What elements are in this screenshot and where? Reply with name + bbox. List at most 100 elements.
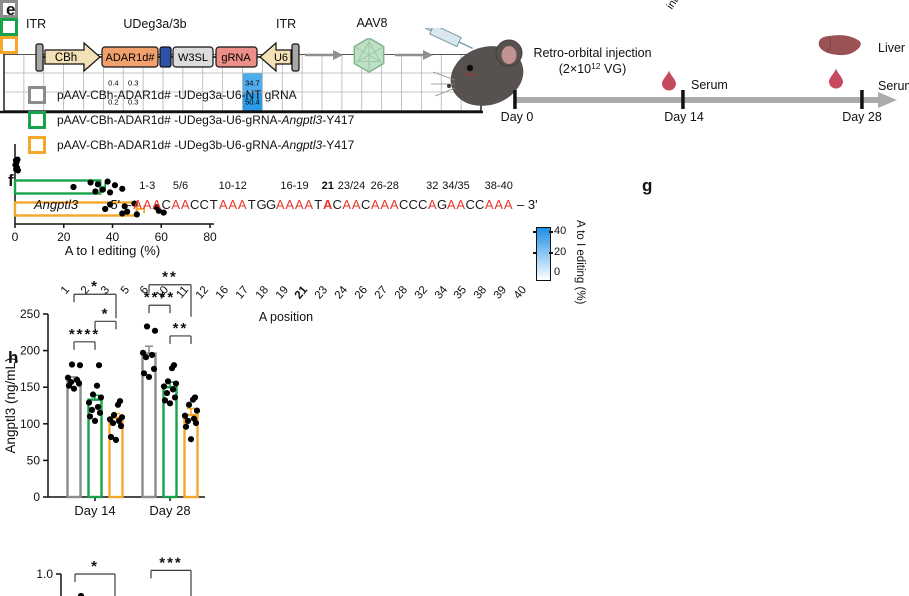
seq-char-5: A — [171, 197, 181, 212]
y-tick-label: 250 — [20, 307, 40, 321]
heatmap-cell-value: 0.3 — [128, 97, 138, 106]
heatmap-row-marker-gray — [0, 0, 18, 18]
a-position-group-label: 34/35 — [442, 180, 470, 192]
heatmap-grid: 0.4 0.3 34.7 0.2 0.3 50.4 — [0, 54, 487, 117]
a-position-group-label: 26-28 — [370, 180, 399, 192]
x-axis-title: A to I editing (%) — [65, 243, 160, 258]
seq-char-14: G — [256, 197, 267, 212]
heatmap-col-label-23: 23 — [313, 284, 331, 302]
a-position-group-label: 38-40 — [484, 180, 513, 192]
legend-text: pAAV-CBh-ADAR1d# -UDeg3b-U6-gRNA- — [57, 138, 282, 152]
seq-char-11: A — [228, 197, 238, 212]
dots-green — [85, 362, 105, 424]
dose-exponent: 12 — [591, 61, 601, 71]
heatmap-cell-value: 0.3 — [128, 78, 138, 87]
dots-orange — [181, 394, 201, 443]
seq-char-6: A — [180, 197, 190, 212]
panel-letter-h: h — [8, 348, 19, 367]
colorbar-tick — [533, 231, 537, 233]
seq-char-33: G — [437, 197, 448, 212]
seq-char-10: A — [218, 197, 228, 212]
x-tick-label: 60 — [155, 230, 169, 244]
tick-day0 — [513, 90, 517, 109]
sig-bracket — [73, 293, 117, 319]
w3sl-box — [172, 46, 214, 68]
legend-text-post: -Y417 — [322, 113, 355, 127]
tick-day28 — [860, 90, 864, 109]
seq-char-12: A — [237, 197, 247, 212]
legend-item-udeg3a: pAAV-CBh-ADAR1d# -UDeg3a-U6-gRNA-Angptl3… — [28, 111, 354, 129]
tick-day14 — [681, 90, 685, 109]
gene-name-label: Angptl3 — [34, 197, 79, 212]
heatmap-cells: 0.4 0.3 34.7 0.2 0.3 50.4 — [108, 73, 263, 111]
dose-post: VG) — [600, 62, 627, 76]
seq-char-25: C — [361, 197, 371, 212]
heatmap-col-label-16: 16 — [213, 284, 232, 302]
seq-char-19: A — [304, 197, 314, 212]
x-tick-label: 20 — [57, 230, 71, 244]
legend-swatch-orange — [28, 136, 46, 154]
a-position-group-label: 32 — [426, 180, 439, 192]
y-tick-label: 50 — [27, 453, 41, 467]
timeline-day28-label: Day 28 — [842, 110, 882, 124]
serum-day14-label: Serum — [691, 78, 728, 92]
seq-char-31: C — [418, 197, 428, 212]
udeg-degron-box — [159, 46, 172, 68]
legend-gene-italic: Angptl3 — [281, 113, 323, 127]
sig-bracket — [148, 284, 192, 317]
seq-char-1: A — [133, 197, 143, 212]
y-tick-label: 0 — [33, 490, 40, 504]
u6-label: U6 — [274, 52, 288, 64]
cbh-promoter-arrow — [44, 41, 101, 73]
seq-char-9: T — [209, 197, 218, 212]
seq-char-27: A — [380, 197, 390, 212]
cbh-label: CBh — [55, 52, 77, 64]
seq-char-20: T — [314, 197, 323, 212]
seq-char-34: A — [446, 197, 456, 212]
itr-right-label: ITR — [276, 17, 297, 31]
bar-gray — [66, 380, 82, 499]
sig-stars: * — [91, 558, 99, 575]
sig-bracket — [150, 569, 192, 596]
seq-char-38: A — [484, 197, 494, 212]
panel-letter-f: f — [8, 171, 14, 190]
sig-stars: *** — [159, 554, 183, 571]
heatmap-col-label-27: 27 — [372, 284, 391, 302]
heatmap-x-axis-title: A position — [258, 310, 314, 324]
sig-stars: **** — [144, 289, 175, 306]
seq-char-17: A — [285, 197, 295, 212]
heatmap-row-marker-green — [0, 18, 18, 36]
colorbar-tick-40: 40 — [554, 225, 567, 237]
heatmap-col-label-21: 21 — [293, 284, 311, 302]
serum-drop-icon-day14 — [662, 70, 676, 91]
seq-char-36: C — [465, 197, 475, 212]
legend-swatch-gray — [28, 86, 46, 104]
group-label: Day 28 — [149, 503, 190, 518]
heatmap-col-label-24: 24 — [332, 284, 351, 302]
heatmap-col-label-19: 19 — [273, 284, 291, 302]
serum-day28-label: Serum — [878, 79, 909, 93]
chart-h-angptl3: 0 50 100 150 200 250 Day 14 Day 28 **** * * ** **** *… — [0, 267, 210, 527]
legend-item-nt-grna: pAAV-CBh-ADAR1d# -UDeg3a-U6-NT gRNA — [28, 86, 297, 104]
heatmap-col-label-38: 38 — [472, 284, 490, 302]
a-position-group-label: 5/6 — [172, 180, 189, 192]
sig-bracket — [148, 304, 171, 314]
dots-gray — [139, 323, 159, 381]
legend-item-udeg3b: pAAV-CBh-ADAR1d# -UDeg3b-U6-gRNA-Angptl3… — [28, 136, 354, 154]
heatmap-col-label-26: 26 — [352, 284, 371, 302]
w3sl-label: W3SL — [178, 52, 208, 64]
grna-box — [215, 46, 258, 68]
aav8-flow — [305, 38, 433, 73]
seq-char-24: A — [351, 197, 361, 212]
dots-orange — [106, 398, 126, 444]
legend-label: pAAV-CBh-ADAR1d# -UDeg3a-U6-gRNA-Angptl3… — [57, 113, 354, 127]
seq-char-3: A — [152, 197, 162, 212]
heatmap-col-label-18: 18 — [253, 284, 271, 302]
heatmap-col-label-39: 39 — [491, 284, 510, 302]
liver-label: Liver — [878, 41, 906, 55]
legend-label: pAAV-CBh-ADAR1d# -UDeg3a-U6-NT gRNA — [57, 88, 297, 102]
sig-bracket — [169, 335, 192, 344]
sig-stars: ** — [173, 320, 189, 337]
flow-arrowhead-right — [423, 50, 433, 60]
